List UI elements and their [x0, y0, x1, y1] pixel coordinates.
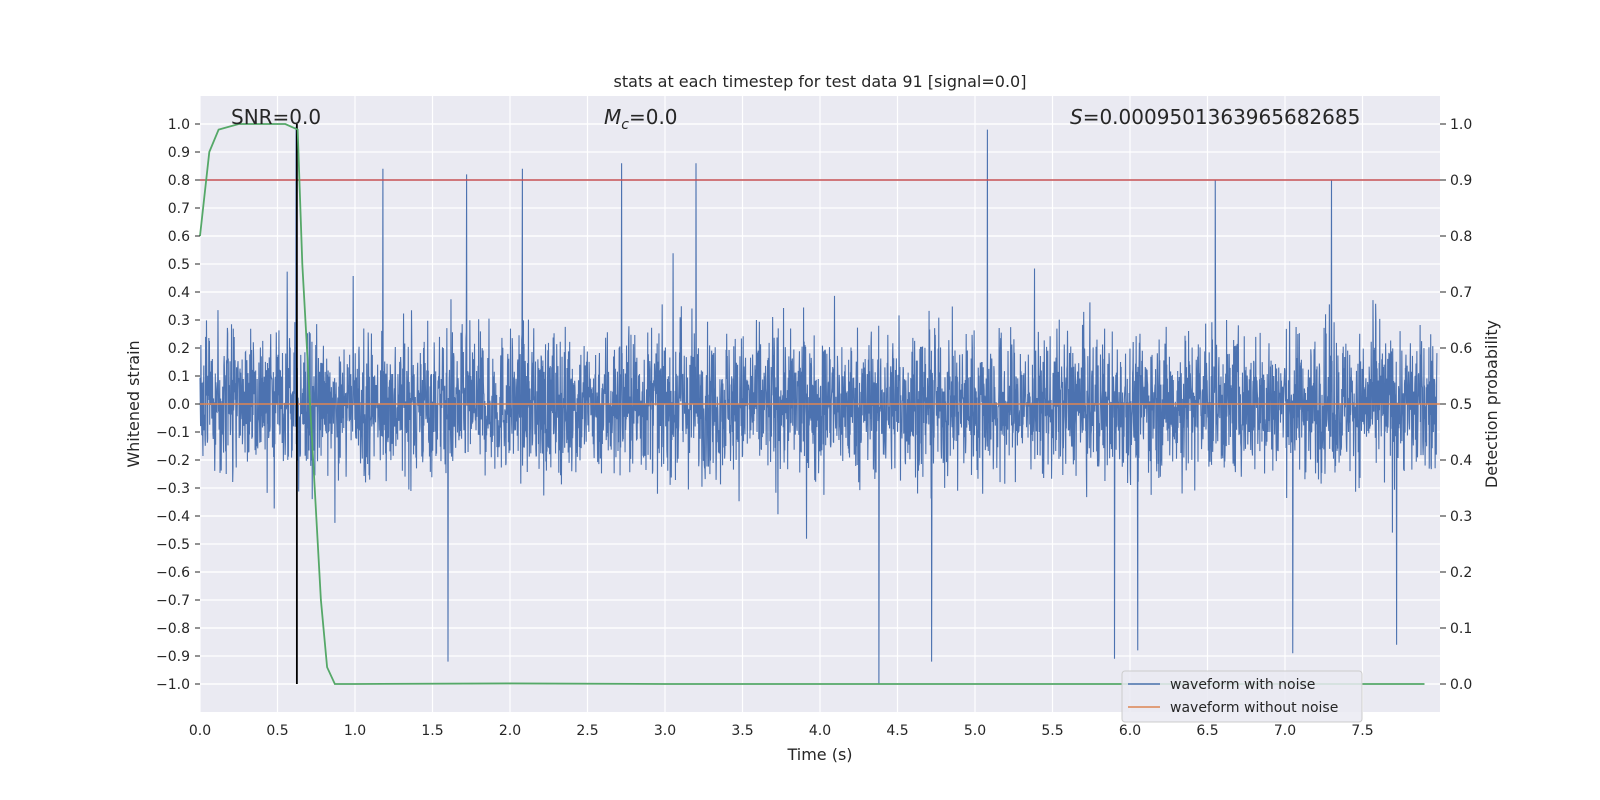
y-tick-label: −0.3 — [156, 481, 190, 497]
y2-tick-label: 0.3 — [1450, 509, 1472, 525]
y-tick-label: 0.9 — [168, 145, 190, 161]
y-tick-label: 0.0 — [168, 397, 190, 413]
legend-label-noise: waveform with noise — [1170, 677, 1315, 693]
y-tick-label: 0.8 — [168, 173, 190, 189]
s-value: =0.0009501363965682685 — [1083, 105, 1361, 129]
y2-tick-label: 0.2 — [1450, 565, 1472, 581]
y-tick-label: −0.4 — [156, 509, 190, 525]
noise-series — [199, 126, 1438, 685]
s-annotation: S=0.0009501363965682685 — [1070, 105, 1360, 129]
y-tick-label: −0.6 — [156, 565, 190, 581]
x-tick-label: 6.5 — [1196, 723, 1218, 739]
y-tick-label: −0.1 — [156, 425, 190, 441]
y2-tick-label: 0.5 — [1450, 397, 1472, 413]
x-axis-label: Time (s) — [786, 745, 852, 764]
y-tick-label: 0.4 — [168, 285, 190, 301]
legend: waveform with noise waveform without noi… — [1121, 670, 1363, 723]
y-axis-label: Whitened strain — [124, 340, 143, 467]
x-tick-label: 2.0 — [499, 723, 521, 739]
x-tick-label: 6.0 — [1119, 723, 1141, 739]
y-tick-label: −1.0 — [156, 677, 190, 693]
y2-axis-label: Detection probability — [1482, 320, 1501, 488]
x-tick-label: 2.5 — [576, 723, 598, 739]
legend-label-clean: waveform without noise — [1170, 700, 1338, 716]
chart-title: stats at each timestep for test data 91 … — [614, 72, 1027, 91]
x-tick-label: 1.5 — [421, 723, 443, 739]
x-tick-label: 7.5 — [1351, 723, 1373, 739]
y2-tick-label: 1.0 — [1450, 117, 1472, 133]
y-tick-label: 0.3 — [168, 313, 190, 329]
y2-tick-label: 0.1 — [1450, 621, 1472, 637]
x-tick-label: 3.0 — [654, 723, 676, 739]
x-tick-label: 4.0 — [809, 723, 831, 739]
y-tick-label: −0.2 — [156, 453, 190, 469]
snr-annotation: SNR=0.0 — [231, 105, 321, 129]
legend-box — [1121, 670, 1363, 723]
y-tick-label: −0.9 — [156, 649, 190, 665]
y2-tick-label: 0.4 — [1450, 453, 1472, 469]
y-tick-label: 0.1 — [168, 369, 190, 385]
x-tick-label: 3.5 — [731, 723, 753, 739]
detection-probability-line — [199, 123, 1425, 685]
x-tick-label: 0.5 — [266, 723, 288, 739]
y2-tick-label: 0.9 — [1450, 173, 1472, 189]
y-tick-label: 0.2 — [168, 341, 190, 357]
y2-tick-label: 0.6 — [1450, 341, 1472, 357]
x-tick-label: 1.0 — [344, 723, 366, 739]
y-tick-label: −0.7 — [156, 593, 190, 609]
y-tick-label: 1.0 — [168, 117, 190, 133]
mc-annotation: Mc=0.0 — [604, 105, 678, 133]
y-tick-label: −0.8 — [156, 621, 190, 637]
x-tick-label: 0.0 — [189, 723, 211, 739]
mc-symbol: M — [604, 105, 621, 129]
s-symbol: S — [1070, 105, 1083, 129]
x-tick-label: 5.5 — [1041, 723, 1063, 739]
x-tick-label: 7.0 — [1274, 723, 1296, 739]
y-tick-label: 0.6 — [168, 229, 190, 245]
y-tick-label: 0.7 — [168, 201, 190, 217]
ticks: 0.0 0.5 1.0 1.5 2.0 2.5 3.0 3.5 4.0 4.5 5.0 5.5 6.0 6… — [156, 117, 1472, 739]
y2-tick-label: 0.0 — [1450, 677, 1472, 693]
y-tick-label: 0.5 — [168, 257, 190, 273]
y2-tick-label: 0.8 — [1450, 229, 1472, 245]
x-tick-label: 4.5 — [886, 723, 908, 739]
noise-waveform-line — [199, 126, 1438, 685]
mc-subscript: c — [621, 117, 629, 133]
line-series — [199, 123, 1440, 685]
x-tick-label: 5.0 — [964, 723, 986, 739]
y-tick-label: −0.5 — [156, 537, 190, 553]
y2-tick-label: 0.7 — [1450, 285, 1472, 301]
mc-value: =0.0 — [629, 105, 678, 129]
